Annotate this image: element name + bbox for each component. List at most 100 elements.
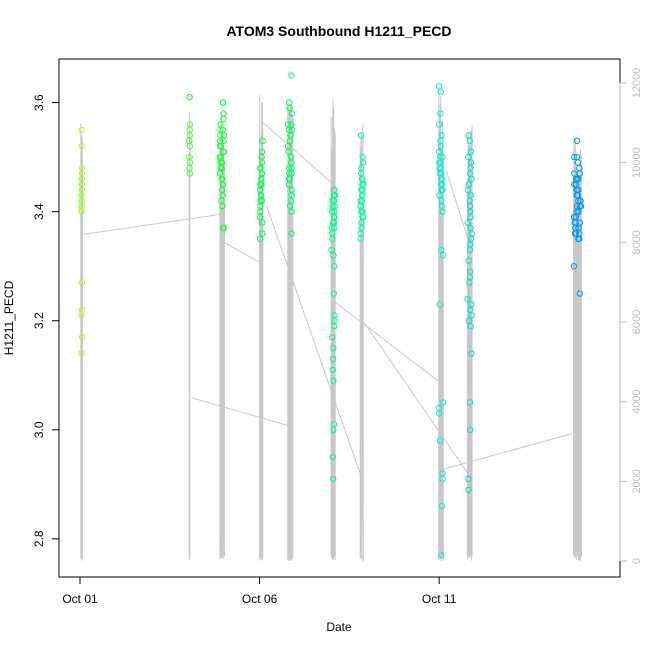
data-point (357, 235, 364, 243)
data-point (329, 355, 337, 363)
data-point (466, 170, 474, 177)
data-point (78, 143, 85, 150)
y-tick-label: 2.8 (32, 530, 46, 547)
data-point (329, 453, 336, 461)
altitude-transit-0 (83, 213, 221, 235)
data-point (288, 170, 295, 177)
y2-tick-label: 2000 (631, 469, 643, 493)
data-point (359, 159, 367, 166)
data-point (285, 181, 293, 188)
altitude-transit-4 (266, 206, 361, 474)
altitude-lines (80, 94, 582, 562)
data-point (217, 143, 225, 150)
data-point (436, 410, 443, 417)
data-point (288, 208, 295, 215)
altitude-profile-6 (359, 124, 364, 562)
data-point (439, 399, 447, 406)
data-point (219, 224, 227, 232)
data-point (220, 137, 228, 145)
data-point (331, 263, 338, 270)
altitude-transit-3 (262, 122, 332, 183)
data-point (438, 186, 445, 194)
data-point (259, 137, 266, 145)
data-point (78, 126, 85, 134)
data-point (439, 153, 446, 161)
data-point (285, 126, 292, 134)
data-point (288, 72, 295, 79)
data-point (466, 279, 473, 286)
data-point (220, 115, 227, 123)
data-point (577, 203, 585, 210)
data-point (357, 132, 365, 139)
data-point (328, 246, 335, 254)
data-point (467, 426, 474, 433)
data-point (328, 208, 336, 215)
altitude-transit-8 (445, 170, 472, 251)
data-point (439, 475, 446, 483)
data-point (572, 230, 580, 237)
data-point (437, 110, 444, 117)
data-point (436, 437, 444, 444)
data-points (78, 72, 585, 559)
data-point (329, 366, 336, 373)
x-axis-label: Date (326, 620, 352, 634)
data-point (437, 88, 444, 95)
data-point (256, 235, 264, 243)
data-point (330, 426, 337, 433)
data-point (575, 208, 582, 215)
data-point (78, 279, 86, 286)
data-point (78, 312, 85, 319)
data-point (78, 208, 86, 215)
x-tick-label: Oct 01 (62, 592, 98, 606)
data-point (464, 219, 471, 226)
data-point (439, 252, 447, 259)
data-point (331, 224, 338, 232)
altitude-transit-7 (442, 433, 573, 470)
data-point (436, 121, 443, 128)
data-point (288, 230, 295, 237)
data-point (465, 257, 472, 264)
data-point (465, 475, 472, 483)
altitude-profile-0 (80, 123, 83, 561)
data-point (436, 192, 443, 199)
data-point (465, 317, 473, 324)
data-point (436, 301, 444, 308)
x-tick-label: Oct 11 (422, 592, 457, 606)
data-point (464, 295, 471, 303)
data-point (573, 137, 581, 145)
data-point (330, 344, 337, 352)
data-point (259, 159, 266, 166)
data-point (571, 170, 578, 177)
altitude-profile-7 (438, 94, 444, 562)
altitude-profile-9 (573, 135, 582, 562)
y2-tick-label: 4000 (631, 389, 643, 413)
altitude-profile-5 (330, 99, 336, 561)
data-point (330, 290, 337, 297)
data-point (186, 170, 194, 177)
y2-tick-label: 10000 (631, 147, 643, 178)
data-point (439, 208, 446, 215)
data-point (467, 213, 474, 221)
data-point (330, 252, 337, 259)
data-point (466, 246, 474, 254)
data-point (465, 486, 472, 493)
data-point (285, 148, 292, 155)
data-point (329, 333, 336, 341)
altitude-profile-1 (188, 112, 191, 560)
altitude-transit-6 (363, 321, 469, 474)
y2-tick-label: 0 (631, 558, 643, 564)
data-point (219, 99, 227, 106)
data-point (571, 181, 578, 188)
data-point (186, 143, 194, 150)
data-point (468, 175, 475, 183)
data-point (288, 110, 296, 117)
y-tick-label: 3.0 (32, 421, 46, 438)
y-tick-label: 3.2 (32, 312, 46, 329)
y-axis-label: H1211_PECD (2, 280, 16, 355)
data-point (328, 235, 336, 243)
y2-tick-label: 6000 (631, 310, 643, 334)
data-point (467, 148, 475, 155)
y2-tick-label: 12000 (631, 68, 643, 99)
